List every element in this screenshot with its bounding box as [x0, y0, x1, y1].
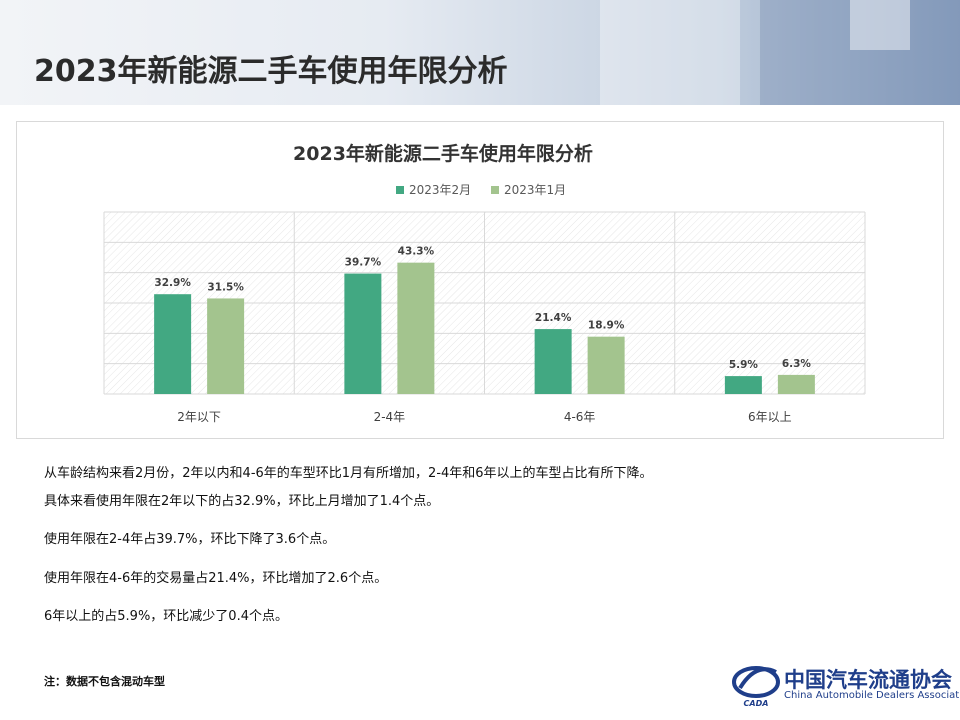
header-decoration	[600, 0, 960, 105]
chart-title: 2023年新能源二手车使用年限分析	[293, 142, 593, 165]
bar-chart: 2023年新能源二手车使用年限分析 2023年2月 2023年1月 32.9% 31…	[103, 142, 866, 424]
bar-2-1	[344, 273, 382, 394]
note-line-5: 6年以上的占5.9%，环比减少了0.4个点。	[44, 609, 288, 624]
category-label-3: 4-6年	[564, 410, 596, 424]
footnote: 注：数据不包含混动车型	[44, 675, 165, 688]
data-label-3-1: 21.4%	[535, 312, 572, 324]
note-line-2: 具体来看使用年限在2年以下的占32.9%，环比上月增加了1.4个点。	[44, 494, 440, 509]
page-title: 2023年新能源二手车使用年限分析	[34, 54, 508, 89]
legend: 2023年2月 2023年1月	[396, 183, 566, 197]
cada-logo-icon: CADA	[732, 666, 780, 708]
bar-4-2	[777, 374, 815, 394]
note-line-4: 使用年限在4-6年的交易量占21.4%，环比增加了2.6个点。	[44, 571, 388, 586]
legend-label-1: 2023年2月	[409, 183, 471, 197]
legend-label-2: 2023年1月	[504, 183, 566, 197]
category-label-1: 2年以下	[177, 410, 221, 424]
data-label-1-1: 32.9%	[154, 277, 191, 289]
bar-1-2	[207, 298, 245, 394]
legend-swatch-1	[396, 186, 404, 194]
plot-area: 32.9% 31.5% 2年以下 39.7% 43.3% 2-4年 21.4% 18.9% 4-…	[103, 211, 866, 424]
bar-2-2	[397, 262, 435, 394]
logo-name-en: China Automobile Dealers Association	[784, 690, 960, 701]
logo-mark-text: CADA	[744, 699, 769, 708]
cada-logo: CADA 中国汽车流通协会 China Automobile Dealers A…	[730, 658, 960, 708]
data-label-4-1: 5.9%	[729, 359, 759, 371]
bar-3-1	[534, 329, 572, 394]
category-label-4: 6年以上	[748, 410, 792, 424]
note-line-1: 从车龄结构来看2月份，2年以内和4-6年的车型环比1月有所增加，2-4年和6年以…	[44, 466, 653, 481]
bar-4-1	[724, 376, 762, 394]
legend-swatch-2	[491, 186, 499, 194]
data-label-2-2: 43.3%	[398, 246, 435, 258]
bar-1-1	[154, 294, 192, 394]
data-label-1-2: 31.5%	[207, 281, 244, 293]
logo-name-cn: 中国汽车流通协会	[784, 667, 952, 692]
data-label-2-1: 39.7%	[345, 257, 382, 269]
data-label-4-2: 6.3%	[782, 358, 812, 370]
category-label-2: 2-4年	[374, 410, 406, 424]
note-line-3: 使用年限在2-4年占39.7%，环比下降了3.6个点。	[44, 532, 336, 547]
bar-3-2	[587, 336, 625, 394]
header-banner: 2023年新能源二手车使用年限分析	[0, 0, 960, 105]
data-label-3-2: 18.9%	[588, 320, 625, 332]
chart-frame: 2023年新能源二手车使用年限分析 2023年2月 2023年1月 32.9% 31…	[16, 121, 944, 439]
